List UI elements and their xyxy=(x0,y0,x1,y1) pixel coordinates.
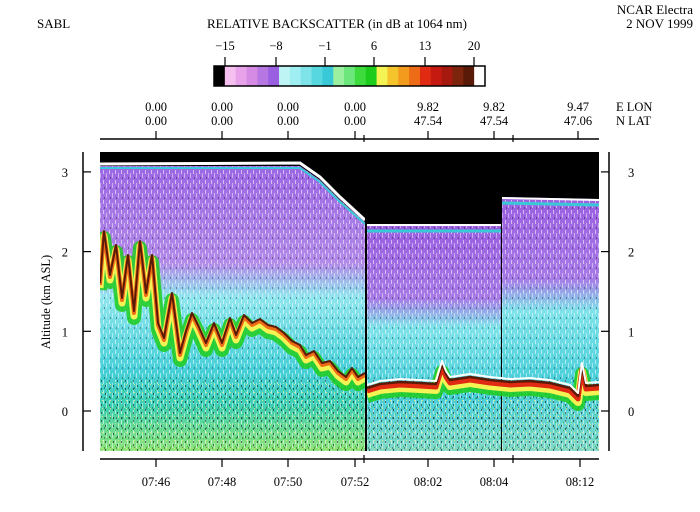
x-tick-label: 07:50 xyxy=(274,475,302,489)
instrument-label: SABL xyxy=(37,16,71,31)
colorbar-cell xyxy=(289,66,302,86)
x-tick-label: 08:02 xyxy=(414,475,442,489)
segment-1-texture xyxy=(100,166,365,451)
lon-tick-label: 0.00 xyxy=(277,100,299,114)
lon-tick-label: 0.00 xyxy=(344,100,366,114)
lon-tick-label: 9.82 xyxy=(417,100,439,114)
colorbar-cell xyxy=(398,66,410,86)
segment-3-cloud-edge xyxy=(501,201,599,207)
lon-axis-label: E LON xyxy=(616,100,652,114)
colorbar-cell xyxy=(344,66,356,86)
colorbar-tick-label: 13 xyxy=(419,39,432,53)
y-tick-label-right: 3 xyxy=(628,166,634,180)
colorbar-tick-label: −8 xyxy=(269,39,282,53)
colorbar-cell xyxy=(322,66,334,86)
colorbar-cell xyxy=(333,66,345,86)
lat-tick-label: 0.00 xyxy=(211,114,233,128)
date-label: 2 NOV 1999 xyxy=(626,16,693,31)
colorbar-cell xyxy=(300,66,313,86)
colorbar-cell xyxy=(224,66,237,86)
top-axis-ticks: 0.000.000.000.000.000.000.000.009.8247.5… xyxy=(145,100,592,142)
y-tick-label-right: 0 xyxy=(628,405,634,419)
x-tick-label: 07:46 xyxy=(142,475,170,489)
lon-tick-label: 9.82 xyxy=(483,100,505,114)
colorbar xyxy=(214,66,486,86)
y-tick-label-left: 0 xyxy=(62,405,68,419)
colorbar-frame xyxy=(213,65,486,87)
colorbar-ticks: −15 −8 −1 6 13 20 xyxy=(215,39,480,66)
colorbar-cell xyxy=(268,66,280,86)
lat-axis-label: N LAT xyxy=(616,114,651,128)
lat-tick-label: 0.00 xyxy=(277,114,299,128)
colorbar-cell xyxy=(279,66,291,86)
colorbar-cell xyxy=(354,66,367,86)
lon-tick-label: 0.00 xyxy=(211,100,233,114)
x-axis-ticks: 07:46 07:48 07:50 07:52 08:02 08:04 08:12 xyxy=(142,455,594,489)
y-tick-label-left: 2 xyxy=(62,246,68,260)
lon-tick-label: 9.47 xyxy=(567,100,589,114)
colorbar-cell xyxy=(409,66,421,86)
colorbar-cell xyxy=(214,66,226,86)
x-tick-label: 07:52 xyxy=(341,475,369,489)
y-tick-label-right: 2 xyxy=(628,246,634,260)
colorbar-cell xyxy=(246,66,258,86)
colorbar-cell xyxy=(441,66,454,86)
colorbar-cell xyxy=(311,66,323,86)
colorbar-tick-label: 6 xyxy=(371,39,377,53)
colorbar-cell xyxy=(452,66,464,86)
colorbar-cell xyxy=(376,66,389,86)
backscatter-image xyxy=(100,152,599,451)
lat-tick-label: 47.54 xyxy=(414,114,443,128)
colorbar-cell xyxy=(474,66,486,86)
y-axis-ticks: 0 0 1 1 2 2 3 3 xyxy=(62,166,635,419)
segment-1-aircraft-line xyxy=(100,161,367,222)
colorbar-cell xyxy=(419,66,432,86)
x-tick-label: 07:48 xyxy=(208,475,236,489)
x-tick-label: 08:12 xyxy=(566,475,594,489)
boundary-layer-band xyxy=(100,230,599,411)
colorbar-cell xyxy=(430,66,443,86)
segment-3-aircraft-line xyxy=(501,197,599,201)
colorbar-cell xyxy=(235,66,248,86)
colorbar-cell xyxy=(463,66,475,86)
colorbar-cell xyxy=(257,66,269,86)
colorbar-tick-label: 20 xyxy=(468,39,481,53)
y-axis-label: Altitude (km ASL) xyxy=(39,255,53,349)
colorbar-title: RELATIVE BACKSCATTER (in dB at 1064 nm) xyxy=(207,16,467,31)
y-tick-label-left: 3 xyxy=(62,166,68,180)
lat-tick-label: 0.00 xyxy=(344,114,366,128)
segment-1-cloud-edge xyxy=(100,167,366,225)
colorbar-tick-label: −15 xyxy=(215,39,235,53)
lon-tick-label: 0.00 xyxy=(145,100,167,114)
lat-tick-label: 47.54 xyxy=(480,114,509,128)
segment-gap-1 xyxy=(365,152,367,451)
lat-tick-label: 47.06 xyxy=(564,114,592,128)
y-tick-label-left: 1 xyxy=(62,325,68,339)
platform-label: NCAR Electra xyxy=(616,2,693,17)
colorbar-cell xyxy=(387,66,399,86)
colorbar-cell xyxy=(365,66,378,86)
y-tick-label-right: 1 xyxy=(628,325,634,339)
lat-tick-label: 0.00 xyxy=(145,114,167,128)
x-tick-label: 08:04 xyxy=(480,475,509,489)
colorbar-tick-label: −1 xyxy=(318,39,331,53)
